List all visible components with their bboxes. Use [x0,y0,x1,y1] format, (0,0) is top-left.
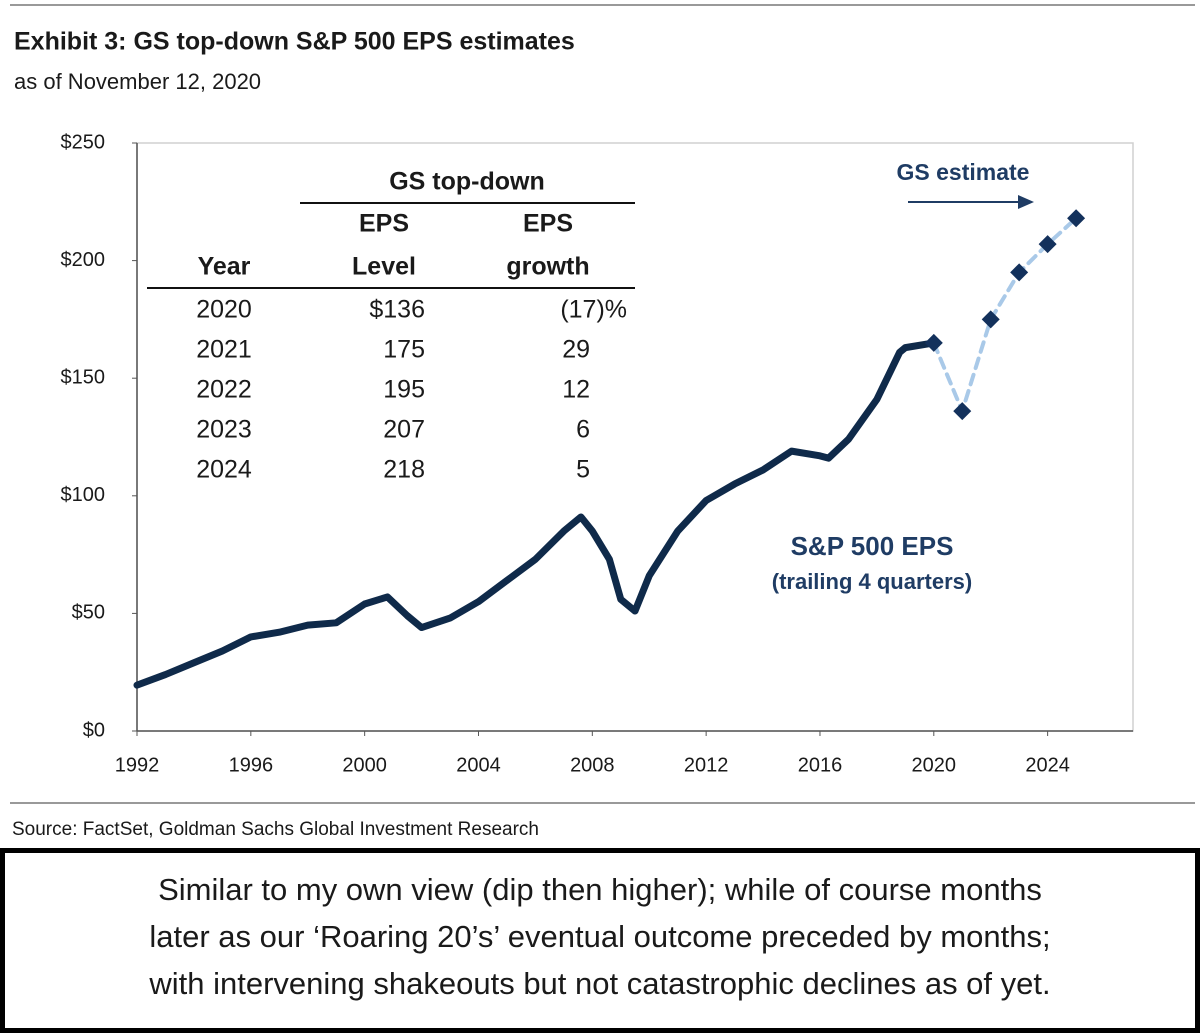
table-cell: 2020 [196,296,252,324]
note-box [0,848,1200,1033]
table-cell: 2023 [196,416,252,444]
series-sublabel: (trailing 4 quarters) [772,569,972,594]
table-cell: 2024 [196,456,252,484]
table-cell: (17)% [560,296,627,324]
table-cell: 207 [383,416,425,444]
source: Source: FactSet, Goldman Sachs Global In… [12,819,539,840]
table-cell: 5 [576,456,590,484]
x-tick-label: 2024 [1025,754,1070,776]
x-tick-label: 2020 [912,754,957,776]
y-tick-label: $100 [61,484,106,506]
x-tick-label: 2012 [684,754,729,776]
table-header: EPS [523,210,573,238]
x-tick-label: 2008 [570,754,615,776]
table-cell: 2022 [196,376,252,404]
table-header: Level [352,253,416,281]
marker [1067,209,1086,228]
table-header: EPS [359,210,409,238]
chart-subtitle: as of November 12, 2020 [14,69,261,94]
y-tick-label: $50 [72,602,105,624]
y-tick-label: $200 [61,249,106,271]
marker [953,402,972,421]
table-cell: 2021 [196,336,252,364]
y-tick-label: $250 [61,131,106,153]
table-cell: 12 [562,376,590,404]
x-tick-label: 2016 [798,754,843,776]
table-cell: 6 [576,416,590,444]
series-line [133,339,938,689]
series-line [931,216,1079,414]
note-line: Similar to my own view (dip then higher)… [158,872,1042,907]
plot-frame [136,142,1134,732]
table-cell: 218 [383,456,425,484]
table-cell: 195 [383,376,425,404]
series-label: S&P 500 EPS [791,531,954,561]
estimate-label: GS estimate [897,159,1030,185]
table-header: Year [198,253,251,281]
y-tick-label: $150 [61,366,106,388]
marker [1038,235,1057,254]
x-tick-label: 1996 [229,754,274,776]
x-tick-label: 2000 [342,754,387,776]
table-header: growth [506,253,589,281]
note-line: with intervening shakeouts but not catas… [148,966,1050,1001]
table-cell: $136 [369,296,425,324]
table-cell: 175 [383,336,425,364]
table-group: GS top-down [389,168,545,196]
y-tick-label: $0 [83,719,105,741]
marker [1010,263,1029,282]
x-tick-label: 1992 [115,754,160,776]
estimate-arrowhead [1018,195,1034,209]
marker [924,333,943,352]
table-cell: 29 [562,336,590,364]
x-tick-label: 2004 [456,754,501,776]
marker [981,310,1000,329]
chart-title: Exhibit 3: GS top-down S&P 500 EPS estim… [14,28,575,56]
note-line: later as our ‘Roaring 20’s’ eventual out… [149,919,1050,954]
